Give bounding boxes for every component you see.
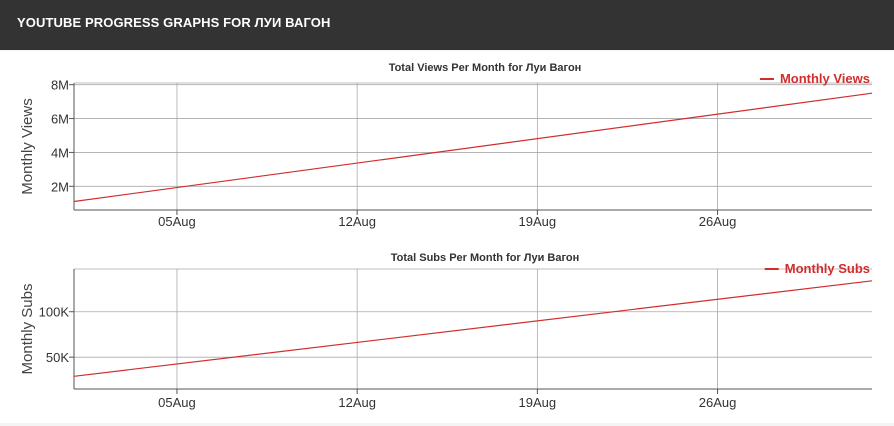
x-tick-label: 05Aug — [158, 395, 196, 410]
y-tick-label: 6M — [51, 112, 69, 127]
series-line — [73, 280, 873, 377]
x-tick-label: 05Aug — [158, 214, 196, 229]
page-header: YOUTUBE PROGRESS GRAPHS FOR ЛУИ ВАГОН — [0, 0, 894, 50]
y-tick-label: 4M — [51, 145, 69, 160]
y-tick-label: 2M — [51, 179, 69, 194]
legend-label: Monthly Views — [780, 71, 870, 86]
charts-panel — [0, 51, 894, 423]
legend-label: Monthly Subs — [785, 261, 870, 276]
x-tick-label: 19Aug — [519, 214, 557, 229]
chart-title: Total Views Per Month for Луи Вагон — [389, 62, 582, 74]
chart-title: Total Subs Per Month for Луи Вагон — [391, 252, 580, 264]
x-tick-label: 12Aug — [338, 395, 376, 410]
x-tick-label: 26Aug — [699, 395, 737, 410]
x-tick-label: 12Aug — [338, 214, 376, 229]
y-axis-label: Monthly Subs — [19, 284, 36, 375]
x-tick-label: 26Aug — [699, 214, 737, 229]
y-tick-label: 8M — [51, 78, 69, 93]
y-tick-label: 100K — [39, 305, 70, 320]
y-tick-label: 50K — [46, 350, 69, 365]
chart-2: Total Subs Per Month for Луи Вагон 50K 100… — [19, 252, 873, 410]
series-line — [73, 92, 873, 203]
page-title: YOUTUBE PROGRESS GRAPHS FOR ЛУИ ВАГОН — [17, 15, 331, 30]
chart-1: Total Views Per Month for Луи Вагон 2M 4M 6… — [19, 62, 873, 229]
x-tick-label: 19Aug — [519, 395, 557, 410]
y-axis-label: Monthly Views — [19, 98, 36, 194]
